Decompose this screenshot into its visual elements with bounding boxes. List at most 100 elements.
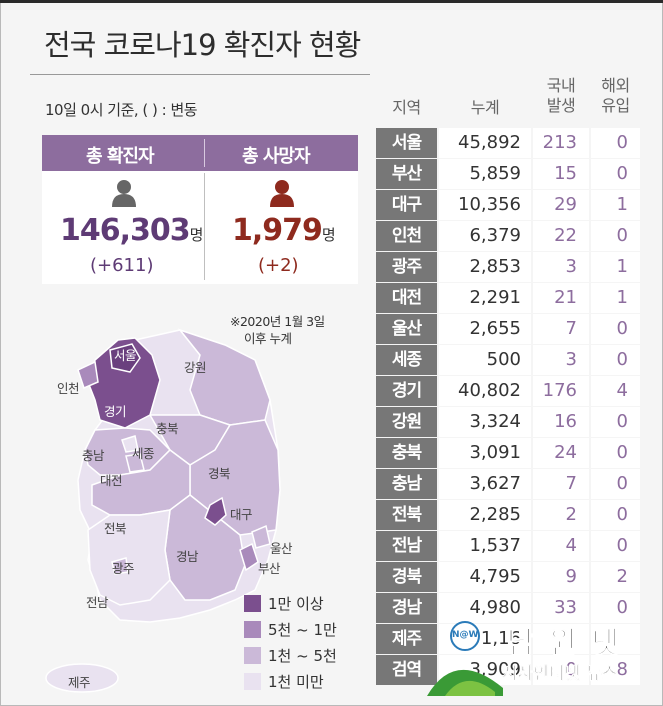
row-region: 경북 [376, 562, 437, 592]
map-label-gangwon: 강원 [184, 360, 207, 375]
row-total: 6,379 [439, 221, 531, 251]
row-region: 대구 [376, 190, 437, 220]
row-region: 서울 [376, 128, 437, 158]
person-icon [270, 180, 294, 207]
row-total: 45,892 [439, 128, 531, 158]
region-jeonnam [87, 509, 171, 606]
row-total: 3,627 [439, 469, 531, 499]
region-incheon [77, 360, 99, 390]
map-label-jeju: 제주 [68, 675, 91, 690]
table-row: 광주 2,853 3 1 [376, 252, 640, 283]
row-region: 경기 [376, 376, 437, 406]
map-label-sejong: 세종 [132, 446, 155, 461]
map-note: ※2020년 1월 3일 이후 누계 [230, 314, 325, 346]
legend-item: 5천 ~ 1만 [244, 619, 404, 641]
legend-item: 1천 미만 [244, 671, 404, 693]
row-total: 3,091 [439, 438, 531, 468]
table-row: 인천 6,379 22 0 [376, 221, 640, 252]
row-domestic: 4 [533, 531, 589, 561]
table-row: 경북 4,795 9 2 [376, 562, 640, 593]
legend-swatch [244, 621, 261, 638]
row-region: 경남 [376, 593, 437, 623]
map-label-jeonbuk: 전북 [104, 521, 127, 536]
header-region: 지역 [392, 98, 421, 117]
row-domestic: 22 [533, 221, 589, 251]
row-domestic: 33 [533, 593, 589, 623]
row-overseas: 4 [591, 376, 640, 406]
table-row: 경기 40,802 176 4 [376, 376, 640, 407]
row-region: 강원 [376, 407, 437, 437]
row-overseas: 1 [591, 283, 640, 313]
row-overseas: 0 [591, 469, 640, 499]
row-domestic: 16 [533, 407, 589, 437]
row-overseas: 0 [591, 500, 640, 530]
row-region: 전북 [376, 500, 437, 530]
row-domestic: 7 [533, 314, 589, 344]
row-overseas: 0 [591, 345, 640, 375]
row-total: 3,324 [439, 407, 531, 437]
row-region: 전남 [376, 531, 437, 561]
table-row: 전북 2,285 2 0 [376, 500, 640, 531]
subtitle: 10일 0시 기준, ( ) : 변동 [45, 101, 198, 119]
row-overseas: 0 [591, 593, 640, 623]
table-row: 대구 10,356 29 1 [376, 190, 640, 221]
region-daejeon [125, 453, 145, 473]
row-domestic: 213 [533, 128, 589, 158]
title-underline [30, 74, 370, 75]
watermark-tagline: 시사인터넷 뉴스 [502, 664, 618, 685]
page-title: 전국 코로나19 확진자 현황 [44, 28, 361, 62]
map-label-jeonnam: 전남 [86, 595, 109, 610]
table-row: 전남 1,537 4 0 [376, 531, 640, 562]
confirmed-total: 146,303명 [60, 213, 203, 248]
summary-header: 총 확진자 총 사망자 [42, 135, 358, 171]
table-row: 부산 5,859 15 0 [376, 159, 640, 190]
confirmed-delta: (+611) [90, 255, 154, 276]
row-total: 1,537 [439, 531, 531, 561]
row-domestic: 3 [533, 252, 589, 282]
row-total: 500 [439, 345, 531, 375]
row-domestic: 9 [533, 562, 589, 592]
row-total: 5,859 [439, 159, 531, 189]
row-region: 세종 [376, 345, 437, 375]
row-domestic: 2 [533, 500, 589, 530]
row-region: 충북 [376, 438, 437, 468]
region-jeju [45, 663, 119, 693]
map-label-daegu: 대구 [230, 507, 253, 522]
summary-divider [204, 173, 205, 280]
row-region: 광주 [376, 252, 437, 282]
row-overseas: 1 [591, 190, 640, 220]
deaths-total: 1,979명 [232, 213, 336, 248]
row-domestic: 29 [533, 190, 589, 220]
table-row: 충남 3,627 7 0 [376, 469, 640, 500]
header-overseas: 해외 유입 [601, 76, 630, 115]
header-domestic: 국내 발생 [546, 76, 576, 115]
legend-swatch [244, 647, 261, 664]
namwon-logo-icon [427, 621, 503, 696]
map-label-incheon: 인천 [57, 381, 80, 396]
table-row: 세종 500 3 0 [376, 345, 640, 376]
row-total: 10,356 [439, 190, 531, 220]
row-total: 4,795 [439, 562, 531, 592]
region-ulsan [251, 524, 271, 549]
region-gyeonggi [87, 337, 161, 429]
row-domestic: 24 [533, 438, 589, 468]
map-label-busan: 부산 [258, 561, 281, 576]
summary-box: 총 확진자 총 사망자 146,303명 (+611) 1,979명 (+2) [42, 135, 358, 284]
row-region: 인천 [376, 221, 437, 251]
region-seoul [109, 343, 141, 373]
table-row: 울산 2,655 7 0 [376, 314, 640, 345]
row-overseas: 0 [591, 221, 640, 251]
table-row: 제주 1,16 [376, 624, 640, 655]
region-sejong [121, 435, 139, 453]
row-overseas: 0 [591, 407, 640, 437]
row-region: 부산 [376, 159, 437, 189]
row-overseas: 0 [591, 314, 640, 344]
deaths-delta: (+2) [258, 255, 299, 276]
header-total: 누계 [470, 98, 500, 117]
row-overseas [591, 624, 640, 654]
row-overseas: 2 [591, 562, 640, 592]
legend-item: 1천 ~ 5천 [244, 645, 404, 667]
row-overseas: 1 [591, 252, 640, 282]
region-daegu [204, 496, 227, 526]
row-total: 40,802 [439, 376, 531, 406]
